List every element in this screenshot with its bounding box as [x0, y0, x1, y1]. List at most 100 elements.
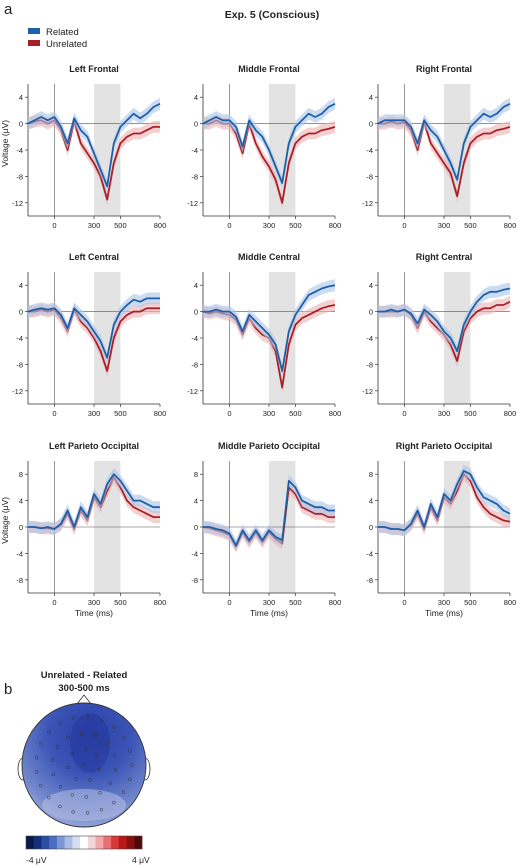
electrode [82, 763, 86, 767]
electrode [55, 745, 60, 749]
y-tick-label: 0 [194, 308, 198, 317]
y-tick-label: -12 [12, 387, 23, 396]
y-tick-label: -8 [191, 576, 198, 585]
colorbar-swatch [111, 836, 120, 849]
x-tick-label: 500 [114, 409, 127, 418]
y-tick-label: -8 [366, 576, 373, 585]
y-tick-label: 4 [19, 497, 23, 506]
series-line-related [377, 102, 511, 181]
electrode [47, 730, 51, 735]
x-tick-label: 0 [402, 598, 406, 607]
colorbar-swatch [41, 836, 50, 849]
electrode [83, 747, 87, 751]
x-tick-label: 0 [227, 221, 231, 230]
erp-panel: Left Frontal 4 0 -4 -8 -12 0 300 500 800 Voltage (… [0, 64, 166, 230]
x-tick-label: 500 [464, 598, 477, 607]
x-tick-label: 300 [438, 409, 451, 418]
electrode [108, 781, 113, 785]
x-tick-label: 300 [263, 598, 276, 607]
electrode [85, 715, 90, 719]
panel-title: Left Frontal [69, 64, 119, 74]
series-line-related [378, 287, 511, 353]
series-line-related [203, 479, 335, 547]
y-tick-label: 4 [369, 497, 373, 506]
y-tick-label: -8 [16, 172, 23, 181]
panel-title: Middle Central [238, 252, 300, 262]
x-tick-label: 0 [52, 409, 56, 418]
x-tick-label: 500 [114, 221, 127, 230]
electrode [39, 742, 43, 746]
electrode [121, 736, 126, 740]
x-tick-label: 300 [438, 221, 451, 230]
x-tick-label: 300 [263, 409, 276, 418]
electrode [98, 790, 102, 795]
contour-lower [42, 789, 126, 821]
x-tick-label: 500 [289, 409, 302, 418]
y-tick-label: 0 [369, 523, 373, 532]
y-tick-label: -4 [191, 146, 198, 155]
y-tick-label: 8 [19, 470, 23, 479]
electrode [70, 793, 75, 797]
electrode [112, 725, 116, 730]
y-tick-label: 0 [19, 308, 23, 317]
contour-center [70, 713, 110, 773]
x-tick-label: 300 [88, 598, 101, 607]
panel-label-b: b [4, 681, 12, 698]
series-line-related [27, 297, 160, 359]
colorbar-swatch [118, 836, 127, 849]
y-tick-label: -12 [187, 199, 198, 208]
legend-swatch-related [28, 28, 40, 34]
panel-title: Left Parieto Occipital [49, 441, 139, 451]
y-tick-label: -12 [362, 387, 373, 396]
colorbar [25, 835, 143, 850]
y-tick-label: -4 [16, 549, 23, 558]
legend-label-related: Related [46, 27, 79, 38]
y-tick-label: 4 [194, 93, 198, 102]
series-line-related [203, 284, 336, 372]
error-band-related [28, 468, 160, 535]
panel-title: Middle Parieto Occipital [218, 441, 320, 451]
panel-title: Middle Frontal [238, 64, 300, 74]
y-axis-label: Voltage (μV) [0, 120, 10, 167]
colorbar-max-label: 4 μV [132, 855, 150, 865]
electrode [58, 784, 63, 789]
time-window-shading [269, 84, 296, 216]
series-line-related [378, 469, 511, 532]
y-tick-label: -4 [16, 334, 23, 343]
erp-panel: Middle Frontal 4 0 -4 -8 -12 0 300 500 800 [187, 64, 341, 230]
y-tick-label: -4 [16, 146, 23, 155]
y-tick-label: 4 [194, 281, 198, 290]
y-tick-label: -12 [187, 387, 198, 396]
electrode [85, 811, 90, 815]
erp-panel: Middle Parieto Occipital 8 4 0 -4 -8 0 300 500 80… [191, 441, 341, 618]
x-tick-label: 500 [114, 598, 127, 607]
electrode [34, 770, 39, 774]
y-tick-label: 4 [369, 281, 373, 290]
y-tick-label: 8 [369, 470, 373, 479]
experiment-title: Exp. 5 (Conscious) [225, 9, 320, 21]
x-tick-label: 0 [52, 598, 56, 607]
electrode [46, 795, 51, 800]
x-axis-label: Time (ms) [75, 608, 113, 618]
y-tick-label: 4 [194, 497, 198, 506]
x-tick-label: 500 [464, 409, 477, 418]
colorbar-swatch [33, 836, 42, 849]
electrode [70, 752, 75, 756]
erp-panel: Middle Central 4 0 -4 -8 -12 0 300 500 800 [187, 252, 341, 418]
panel-title: Right Frontal [416, 64, 472, 74]
electrode [50, 758, 55, 762]
electrode [105, 741, 110, 746]
y-tick-label: -4 [191, 549, 198, 558]
x-tick-label: 500 [289, 598, 302, 607]
series-line-related [202, 102, 336, 184]
electrode [128, 749, 132, 753]
y-tick-label: 0 [369, 308, 373, 317]
x-tick-label: 300 [263, 221, 276, 230]
x-tick-label: 800 [504, 221, 517, 230]
colorbar-swatch [72, 836, 81, 849]
x-tick-label: 800 [329, 409, 342, 418]
x-tick-label: 500 [464, 221, 477, 230]
x-tick-label: 0 [227, 598, 231, 607]
y-tick-label: 0 [194, 523, 198, 532]
